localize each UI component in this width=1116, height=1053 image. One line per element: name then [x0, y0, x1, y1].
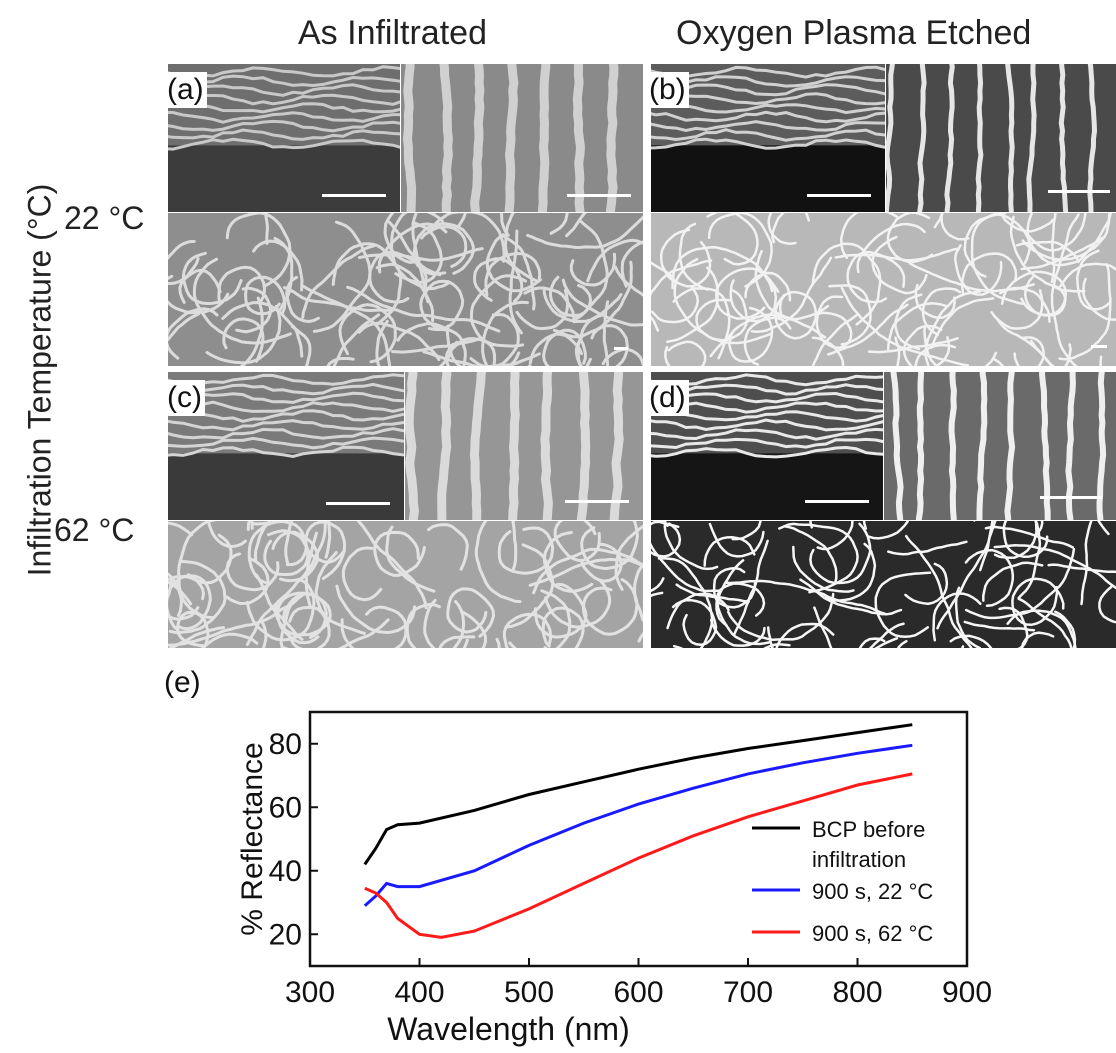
- legend-label-2: 900 s, 62 °C: [812, 921, 933, 946]
- y-tick-label: 40: [269, 855, 302, 888]
- row-temp-62: 62 °C: [54, 512, 135, 548]
- sem-a-top-closeup: [401, 64, 643, 212]
- sem-a-cross-section: [168, 64, 400, 212]
- series-line-2: [364, 772, 913, 939]
- x-tick-label: 700: [723, 976, 773, 1009]
- sem-a-top-overview: [168, 213, 643, 366]
- y-axis-label: % Reflectance: [236, 742, 269, 935]
- sem-b-top-overview: [651, 213, 1116, 366]
- x-tick-label: 500: [504, 976, 554, 1009]
- reflectance-chart: (e) 300 400 500 600 700 800 900 20 40 60 80 Wavelen…: [164, 666, 992, 1047]
- sem-c-top-closeup: [405, 372, 643, 520]
- panel-label-d: (d): [646, 380, 689, 416]
- sem-c-top-overview: [168, 521, 643, 648]
- x-axis-label: Wavelength (nm): [387, 1011, 629, 1047]
- panel-label-c: (c): [164, 380, 205, 416]
- x-tick-label: 600: [613, 976, 663, 1009]
- y-tick-label: 60: [269, 791, 302, 824]
- panel-label-b: (b): [646, 72, 689, 108]
- panel-label-e: (e): [164, 666, 201, 699]
- row-temp-22: 22 °C: [64, 200, 145, 236]
- x-tick-label: 800: [832, 976, 882, 1009]
- y-tick-label: 20: [269, 918, 302, 951]
- legend-label-1: 900 s, 22 °C: [812, 879, 933, 904]
- sem-b-top-closeup: [886, 64, 1116, 212]
- col-title-oxygen-plasma-etched: Oxygen Plasma Etched: [676, 14, 1032, 52]
- series-line-1: [363, 743, 913, 907]
- series-line-0: [363, 723, 913, 866]
- sem-d-top-overview: [651, 521, 1116, 648]
- x-tick-label: 300: [285, 976, 335, 1009]
- panel-label-a: (a): [164, 72, 207, 108]
- x-tick-label: 900: [942, 976, 992, 1009]
- legend-label-0: BCP before infiltration: [812, 817, 925, 872]
- col-title-as-infiltrated: As Infiltrated: [298, 14, 487, 52]
- x-tick-label: 400: [394, 976, 444, 1009]
- sem-d-cross-section: [651, 372, 883, 520]
- sem-d-top-closeup: [884, 372, 1116, 520]
- y-tick-label: 80: [269, 728, 302, 761]
- row-axis-title: Infiltration Temperature (°C): [21, 183, 58, 577]
